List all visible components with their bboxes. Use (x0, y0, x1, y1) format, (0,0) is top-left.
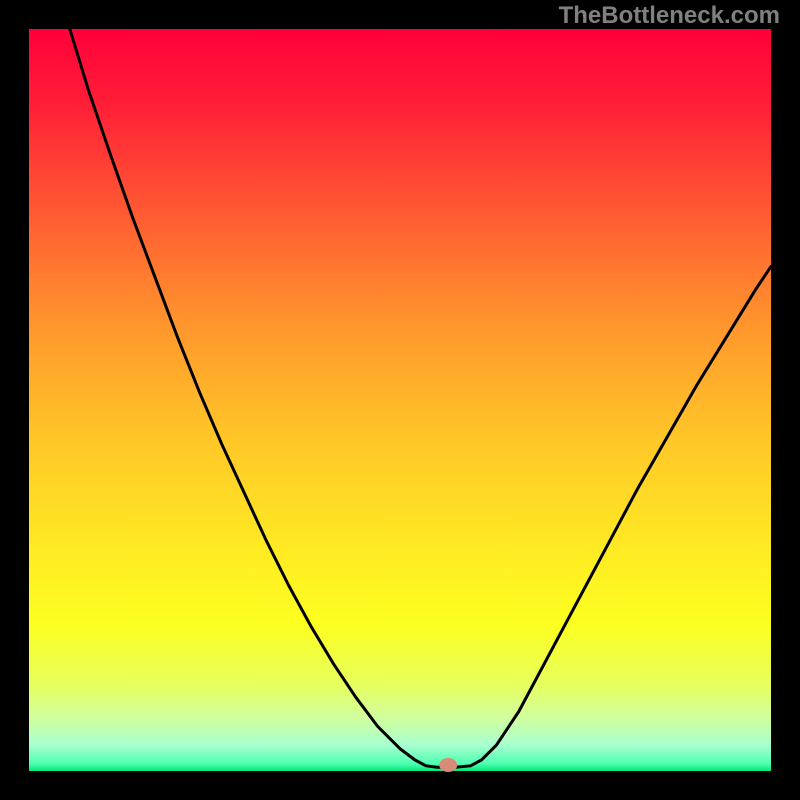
gradient-plot-area (29, 29, 771, 771)
watermark-text: TheBottleneck.com (559, 2, 780, 30)
bottleneck-chart (0, 0, 800, 800)
optimum-marker (439, 758, 457, 772)
chart-frame: TheBottleneck.com (0, 0, 800, 800)
